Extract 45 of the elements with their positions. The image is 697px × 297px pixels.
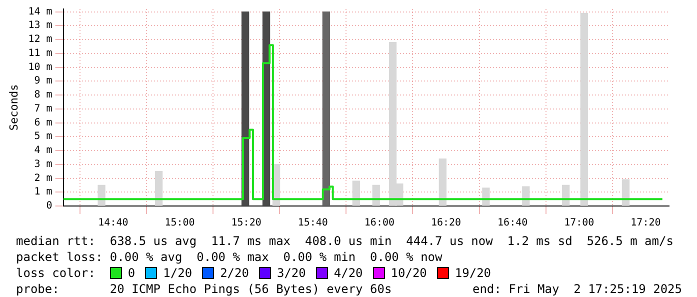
bar (622, 179, 630, 206)
y-tick-label: 12 m (28, 34, 52, 46)
bar (522, 186, 530, 206)
text: median rtt: 638.5 us avg 11.7 ms max 408.0 us min 444.7 us now 1.2 ms sd 526.5 m am/s (16, 233, 674, 249)
y-tick-label: 4 m (34, 145, 52, 156)
bar (98, 184, 106, 206)
y-tick-label: 8 m (34, 90, 52, 101)
legend-label: 4/20 (334, 265, 363, 281)
y-tick-label: 11 m (28, 48, 52, 59)
bar (438, 158, 447, 206)
bar (154, 170, 163, 206)
x-tick-label: 15:00 (164, 218, 195, 229)
y-tick-label: 9 m (34, 76, 52, 87)
text: packet loss: 0.00 % avg 0.00 % max 0.00 % min 0.00 % now (16, 249, 442, 265)
legend-label: 2/20 (220, 265, 249, 281)
x-tick-label: 16:00 (364, 218, 395, 229)
legend-label: 19/20 (454, 265, 492, 281)
y-tick-label: 6 m (34, 117, 52, 128)
legend-label: 0 (128, 265, 136, 281)
x-tick-label: 16:20 (430, 218, 462, 229)
legend-label: 3/20 (276, 265, 306, 281)
bar (322, 11, 330, 206)
x-tick-label: 17:20 (630, 218, 661, 229)
x-tick-label: 16:40 (498, 218, 528, 229)
x-tick-label: 17:00 (564, 218, 594, 229)
x-tick-label: 14:40 (98, 218, 128, 229)
bar (352, 180, 360, 206)
y-tick-label: 3 m (34, 158, 52, 170)
legend-label: 10/20 (390, 265, 427, 281)
bar (580, 12, 588, 206)
y-tick-label: 2 m (34, 172, 52, 184)
y-tick-label: 10 m (28, 62, 52, 73)
legend-label: 1/20 (163, 265, 192, 281)
text: probe: 20 ICMP Echo Pings (56 Bytes) every 60s (16, 281, 392, 297)
x-tick-label: 15:20 (231, 218, 262, 229)
x-tick-label: 15:40 (298, 218, 328, 229)
y-tick-label: 5 m (34, 131, 52, 142)
y-tick-label: 14 m (28, 6, 52, 18)
y-tick-label: 0 (46, 200, 52, 212)
y-tick-label: 7 m (34, 103, 52, 114)
legend-title: loss color: (16, 265, 96, 281)
y-tick-label: 13 m (28, 20, 52, 32)
y-tick-label: 1 m (34, 186, 52, 198)
text: end: Fri May 2 17:25:19 2025 (472, 281, 682, 297)
y-axis-title: Seconds (7, 84, 20, 131)
